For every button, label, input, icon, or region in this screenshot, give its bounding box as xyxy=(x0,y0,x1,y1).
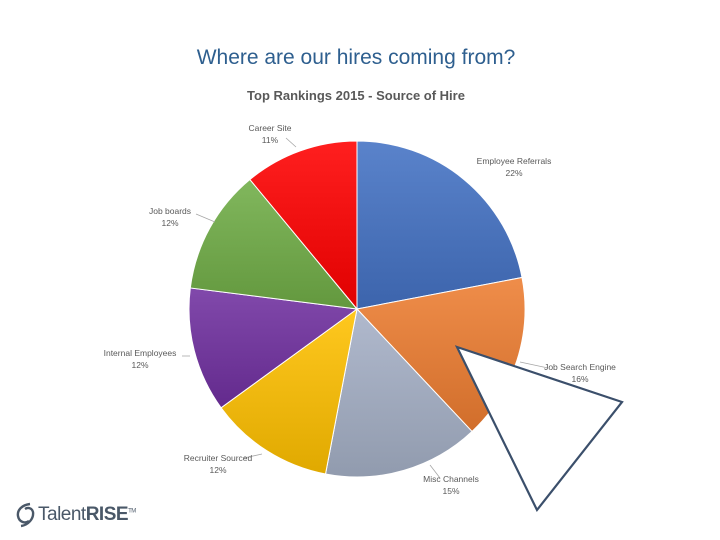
leader-line-career-site xyxy=(285,137,297,148)
leader-line-job-search-engine xyxy=(519,361,549,369)
slice-label-name: Employee Referrals xyxy=(477,156,552,166)
slice-label-name: Job boards xyxy=(149,206,191,216)
pie-slices xyxy=(188,140,526,478)
leader-line-job-boards xyxy=(195,213,216,223)
slice-label-percent: 12% xyxy=(209,465,226,475)
slice-label-name: Internal Employees xyxy=(104,348,177,358)
pie-slice-job-boards xyxy=(189,178,359,310)
talentrise-logo-icon xyxy=(16,502,35,528)
slice-label-name: Career Site xyxy=(249,123,292,133)
leader-line-recruiter-sourced xyxy=(243,453,263,459)
pie-slice-employee-referrals xyxy=(356,140,523,310)
slice-label-percent: 16% xyxy=(571,374,588,384)
talentrise-logo: TalentRISETM xyxy=(14,500,136,530)
talentrise-logo-text: TalentRISETM xyxy=(38,504,136,525)
chart-title: Top Rankings 2015 - Source of Hire xyxy=(247,88,465,103)
leader-lines xyxy=(182,137,549,479)
slice-labels: Employee Referrals 22% Job Search Engine 16… xyxy=(104,123,617,496)
pie-slice-internal-employees xyxy=(188,287,359,409)
leader-line-misc-channels xyxy=(429,464,441,479)
slice-label-percent: 15% xyxy=(442,486,459,496)
slice-label-percent: 22% xyxy=(505,168,522,178)
pointer-arrow-shape xyxy=(454,345,624,513)
slice-label-name: Job Search Engine xyxy=(544,362,616,372)
slice-label-percent: 11% xyxy=(262,135,279,145)
pie-slice-career-site xyxy=(249,140,358,311)
pie-slice-misc-channels xyxy=(324,307,473,478)
slide-title: Where are our hires coming from? xyxy=(196,46,516,69)
slice-label-percent: 12% xyxy=(131,360,148,370)
slice-label-name: Recruiter Sourced xyxy=(184,453,253,463)
pie-slice-recruiter-sourced xyxy=(220,307,358,475)
slice-label-name: Misc Channels xyxy=(423,474,479,484)
slice-label-percent: 12% xyxy=(161,218,178,228)
